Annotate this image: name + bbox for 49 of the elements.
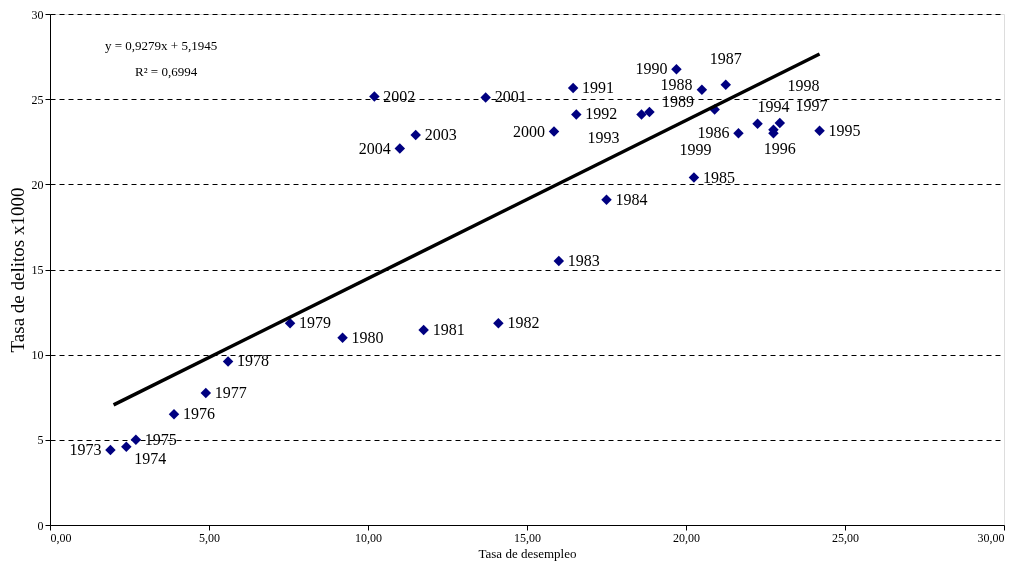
y-tick-label: 5 <box>37 433 44 448</box>
y-tick-label: 30 <box>31 7 44 22</box>
annotation: 1997 <box>795 96 828 114</box>
x-tick-label: 15,00 <box>514 530 541 545</box>
y-tick-label: 25 <box>31 92 44 107</box>
annotation: 1991 <box>582 79 615 97</box>
annotation: 1993 <box>587 129 620 147</box>
y-tick-label: 15 <box>31 263 44 277</box>
annotation: 1988 <box>660 76 693 94</box>
annotation: 2003 <box>424 125 457 143</box>
annotation: 2002 <box>383 87 416 105</box>
x-axis-title: Tasa de desempleo <box>478 545 577 561</box>
x-tick-label: 0,00 <box>50 530 72 545</box>
annotation: 1973 <box>69 441 102 459</box>
annotation: 1974 <box>134 449 167 467</box>
y-tick-label: 20 <box>31 177 44 192</box>
x-tick-label: 5,00 <box>199 530 220 545</box>
annotation: 1979 <box>299 314 332 332</box>
annotation: 1980 <box>351 328 384 346</box>
annotation: 1989 <box>661 92 694 110</box>
x-tick-label: 30,00 <box>977 530 1005 545</box>
annotation: 2004 <box>358 139 391 157</box>
annotation: 1984 <box>615 190 648 208</box>
x-tick-label: 20,00 <box>673 530 700 545</box>
annotation: R² = 0,6994 <box>135 64 198 79</box>
annotation: 1999 <box>679 140 712 158</box>
annotation: 1996 <box>763 140 796 158</box>
annotation: 1990 <box>635 60 668 78</box>
annotation: 1995 <box>828 121 861 139</box>
annotation: 1983 <box>567 251 600 269</box>
annotation: 1985 <box>702 168 735 186</box>
annotation: 1981 <box>432 320 465 338</box>
y-axis-title: Tasa de delitos x1000 <box>6 187 28 353</box>
annotation: 2001 <box>494 88 527 106</box>
annotation: 1987 <box>709 49 742 67</box>
x-tick-label: 25,00 <box>832 530 859 545</box>
annotation: 1975 <box>144 430 177 448</box>
annotation: 1982 <box>507 314 540 332</box>
annotation: 2000 <box>513 122 546 140</box>
annotation: 1976 <box>183 405 216 423</box>
x-tick-label: 10,00 <box>355 530 382 545</box>
annotation: 1994 <box>757 98 790 116</box>
y-tick-label: 0 <box>37 518 44 533</box>
annotation: 1977 <box>214 383 247 401</box>
annotation: 1986 <box>697 124 730 142</box>
annotation: 1998 <box>787 76 820 94</box>
annotation: y = 0,9279x + 5,1945 <box>105 38 218 53</box>
y-tick-label: 10 <box>31 348 44 363</box>
annotation: 1992 <box>585 105 618 123</box>
